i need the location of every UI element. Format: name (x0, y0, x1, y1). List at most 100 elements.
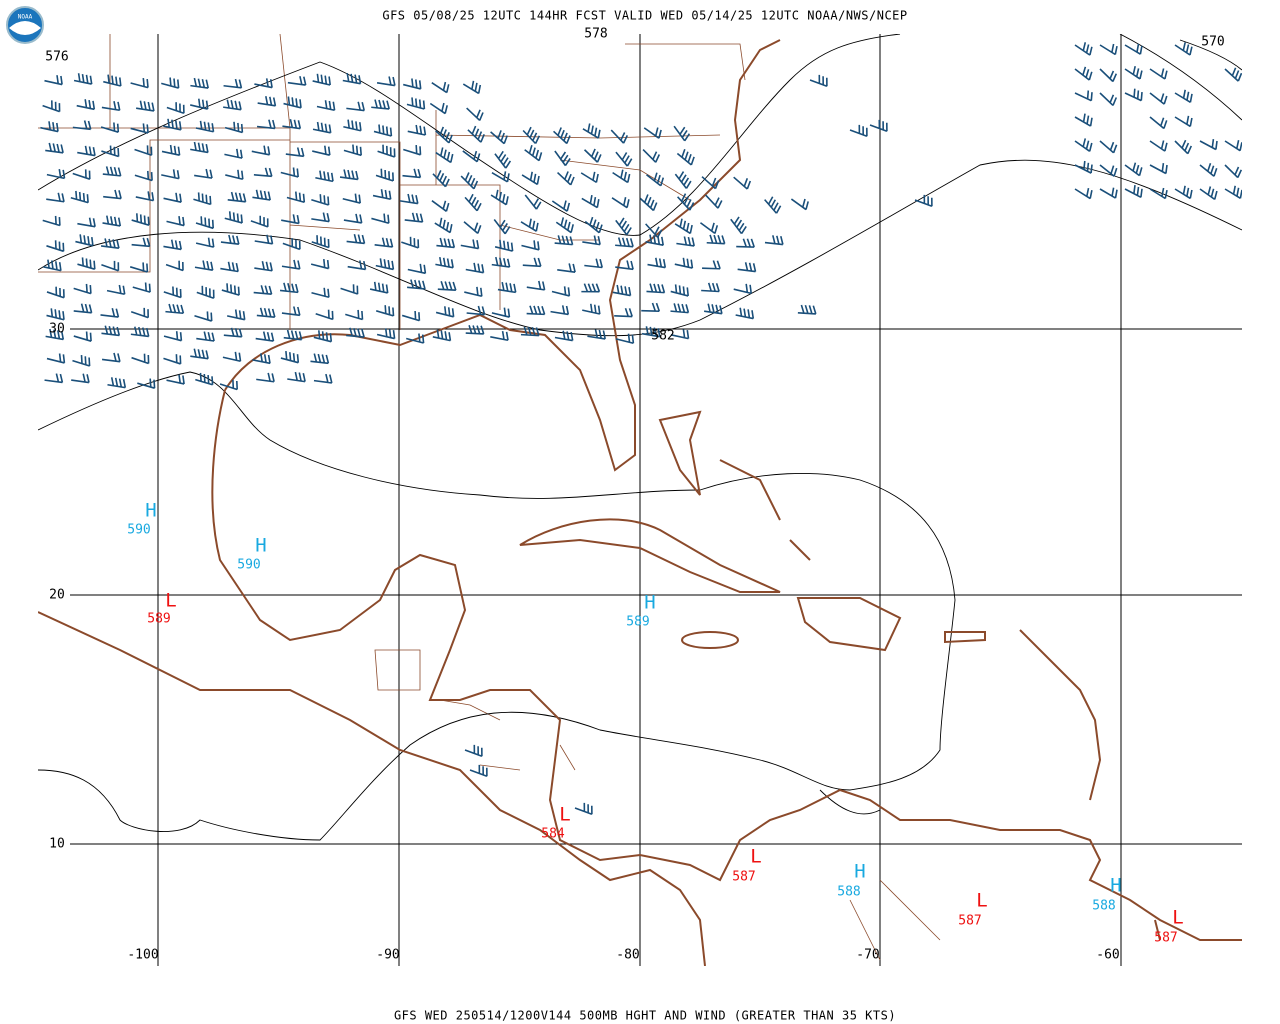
wind-barb (642, 148, 661, 163)
wind-barb (220, 261, 239, 273)
wind-barb (254, 261, 273, 272)
wind-barb (77, 217, 96, 228)
wind-barb (130, 123, 149, 134)
wind-barb (764, 196, 782, 214)
wind-barb (376, 76, 396, 87)
map-body (38, 34, 1242, 966)
wind-barb (280, 351, 300, 364)
wind-barb (281, 214, 300, 225)
wind-barb (136, 100, 155, 112)
wind-barb (407, 279, 426, 290)
wind-barb (312, 145, 331, 156)
wind-barb (102, 215, 122, 227)
wind-barb (377, 144, 396, 158)
center-symbol: L (165, 590, 176, 612)
wind-barb (462, 80, 482, 95)
wind-barb (701, 176, 720, 190)
wind-barb (163, 331, 183, 342)
wind-barb (101, 101, 121, 112)
wind-barb (1149, 116, 1168, 130)
wind-barb (612, 284, 632, 297)
wind-barb (435, 147, 454, 164)
wind-barb (287, 76, 307, 86)
wind-barb (312, 73, 331, 86)
wind-barb (256, 372, 275, 383)
wind-barb (1099, 140, 1118, 154)
wind-barb (676, 236, 695, 247)
wind-barb (225, 169, 244, 181)
wind-barb (524, 144, 543, 162)
wind-barb (281, 306, 301, 317)
wind-barb (73, 73, 93, 85)
wind-barb (466, 107, 484, 122)
wind-barb (1174, 185, 1193, 200)
graticule (70, 34, 1242, 966)
wind-barb (733, 283, 752, 295)
wind-barb (551, 200, 571, 212)
wind-barb (190, 77, 209, 89)
wind-barb (343, 213, 363, 224)
wind-barb (646, 172, 665, 187)
wind-barb (402, 168, 422, 179)
wind-barb (1074, 138, 1093, 152)
wind-barb (1074, 90, 1093, 102)
wind-barb (1124, 162, 1143, 177)
wind-barb (522, 257, 542, 268)
wind-barb (1124, 43, 1143, 55)
wind-barb (583, 148, 602, 163)
wind-barb (70, 190, 89, 204)
latitude-label: 20 (49, 588, 65, 603)
wind-barb (280, 167, 299, 178)
wind-barb (615, 151, 633, 167)
center-value: 587 (1154, 931, 1177, 946)
wind-barb (101, 352, 121, 363)
wind-barb (46, 168, 66, 180)
wind-barb (163, 286, 182, 299)
wind-barb (193, 192, 212, 206)
wind-barb (730, 216, 747, 235)
wind-barb (1149, 92, 1168, 105)
wind-barb (103, 189, 122, 200)
wind-barb (224, 121, 244, 134)
longitude-label: -60 (1096, 948, 1119, 963)
wind-barb (107, 377, 127, 389)
center-symbol: L (559, 804, 570, 826)
wind-barb (73, 283, 92, 295)
wind-barb (103, 74, 122, 87)
wind-barb (1224, 67, 1242, 82)
wind-barb (42, 215, 61, 227)
wind-barb (282, 119, 302, 130)
wind-barb (196, 285, 215, 299)
wind-barb (44, 373, 64, 384)
wind-barb (670, 303, 690, 314)
wind-barb (46, 353, 66, 364)
wind-barb (1174, 42, 1193, 56)
wind-barb (161, 169, 180, 180)
wind-barb (1099, 164, 1118, 177)
wind-barb (161, 77, 180, 89)
wind-barb (764, 235, 784, 246)
wind-barb (130, 307, 149, 319)
wind-barb (670, 329, 690, 340)
wind-barb (1149, 162, 1168, 175)
wind-barb (460, 172, 479, 190)
wind-barb (614, 308, 633, 318)
wind-barb (223, 327, 243, 338)
wind-barb (494, 150, 512, 169)
wind-barb (312, 121, 332, 134)
wind-barb (252, 353, 271, 365)
wind-barb (581, 194, 600, 209)
wind-barb (342, 72, 362, 85)
wind-barb (553, 127, 571, 145)
wind-barb (554, 150, 571, 167)
wind-barb (406, 333, 425, 344)
contour-label: 570 (1201, 35, 1224, 50)
wind-barb (313, 373, 333, 384)
wind-barb (1099, 92, 1118, 106)
wind-barb (129, 262, 149, 273)
wind-barb (371, 213, 390, 224)
wind-barb (464, 286, 483, 298)
wind-barb (1124, 88, 1143, 102)
wind-barb (372, 189, 392, 201)
